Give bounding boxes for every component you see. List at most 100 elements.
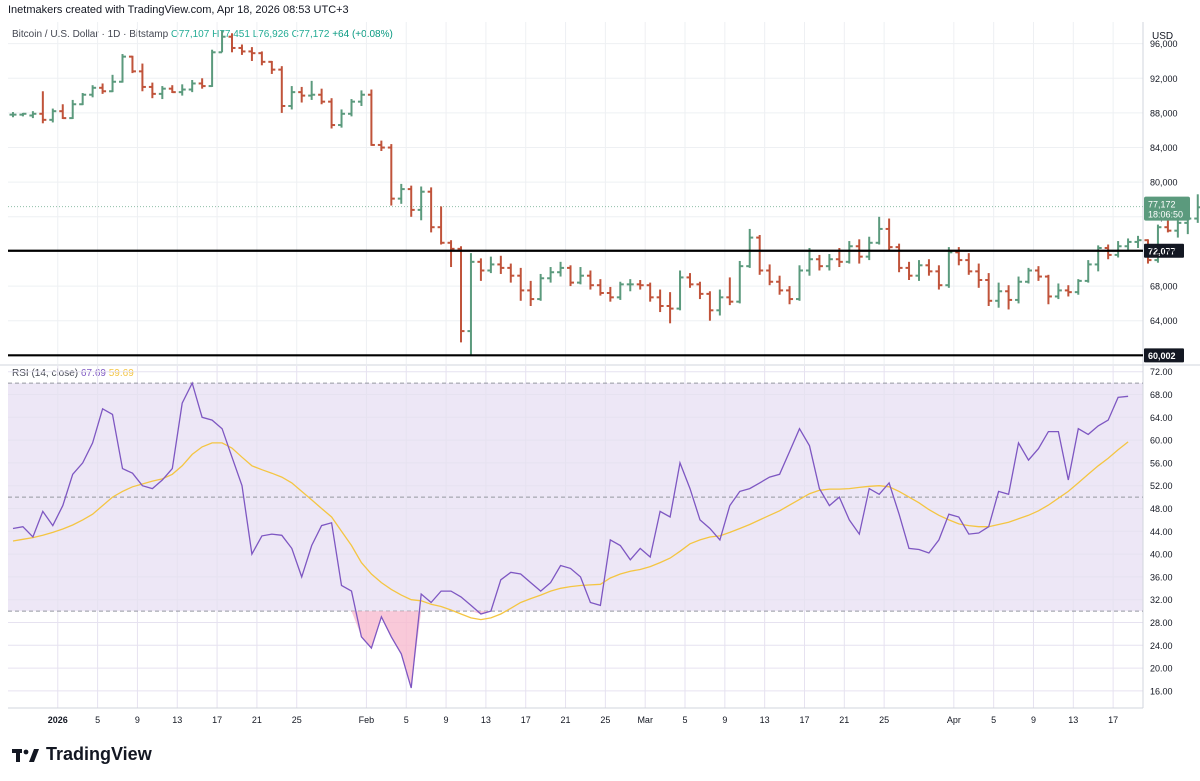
symbol-legend: Bitcoin / U.S. Dollar · 1D · Bitstamp O7…	[12, 29, 393, 40]
ohlc-bar	[736, 260, 744, 304]
ohlc-bar	[547, 267, 555, 283]
rsi-legend: RSI (14, close) 67.69 59.69	[12, 368, 134, 379]
ohlc-bar	[1054, 283, 1062, 300]
time-tick-label: 5	[991, 715, 996, 725]
ohlc-bar	[646, 282, 654, 302]
ohlc-bar	[865, 236, 873, 261]
time-tick-label: 17	[1108, 715, 1118, 725]
time-tick-label: 13	[1068, 715, 1078, 725]
ohlc-bar	[746, 228, 754, 268]
ohlc-bar	[815, 254, 823, 271]
ohlc-bar	[29, 111, 37, 119]
ohlc-bar	[756, 234, 764, 275]
ohlc-bar	[507, 263, 515, 283]
ohlc-bar	[268, 60, 276, 74]
ohlc-bar	[1124, 238, 1132, 250]
ohlc-bars	[9, 30, 1200, 356]
ohlc-bar	[278, 66, 286, 113]
rsi-tick-label: 24.00	[1150, 641, 1173, 651]
ohlc-bar	[925, 259, 933, 276]
ohlc-bar	[1034, 266, 1042, 281]
time-tick-label: 5	[683, 715, 688, 725]
rsi-tick-label: 20.00	[1150, 664, 1173, 674]
ohlc-bar	[288, 86, 296, 110]
ohlc-bar	[99, 83, 107, 94]
ohlc-bar	[158, 86, 166, 100]
ohlc-bar	[49, 108, 57, 123]
price-tick-label: 72,000	[1150, 247, 1178, 257]
time-tick-label: 25	[600, 715, 610, 725]
ohlc-bar	[726, 277, 734, 306]
last-price-tag	[1144, 196, 1190, 221]
ohlc-bar	[387, 144, 395, 206]
ohlc-bar	[397, 183, 405, 204]
price-tick-label: 68,000	[1150, 282, 1178, 292]
legend-high: H77,451	[212, 29, 250, 40]
price-level-label-0: 72,077	[1148, 246, 1176, 256]
ohlc-bar	[258, 51, 266, 66]
ohlc-bar	[586, 270, 594, 290]
ohlc-bar	[467, 253, 475, 356]
ohlc-bar	[1005, 285, 1013, 310]
legend-change: +64 (+0.08%)	[332, 29, 393, 40]
ohlc-bar	[786, 286, 794, 305]
ohlc-bar	[1074, 279, 1082, 295]
ohlc-bar	[1015, 276, 1023, 304]
time-tick-label: 25	[292, 715, 302, 725]
symbol-name: Bitcoin / U.S. Dollar · 1D · Bitstamp	[12, 29, 169, 40]
ohlc-bar	[228, 33, 236, 53]
ohlc-bar	[935, 265, 943, 290]
ohlc-bar	[198, 78, 206, 89]
ohlc-bar	[188, 80, 196, 93]
ohlc-bar	[447, 240, 455, 268]
price-level-tag-0	[1144, 243, 1184, 258]
rsi-tick-label: 68.00	[1150, 390, 1173, 400]
time-tick-label: 13	[481, 715, 491, 725]
time-tick-label: 5	[404, 715, 409, 725]
ohlc-bar	[338, 109, 346, 128]
time-tick-label: 21	[839, 715, 849, 725]
ohlc-bar	[945, 247, 953, 288]
ohlc-bar	[686, 273, 694, 288]
tradingview-logo-text: TradingView	[46, 744, 152, 764]
ohlc-bar	[696, 281, 704, 300]
time-tick-label: 17	[521, 715, 531, 725]
ohlc-bar	[766, 264, 774, 286]
ohlc-bar	[417, 186, 425, 221]
rsi-tick-label: 44.00	[1150, 527, 1173, 537]
ohlc-bar	[676, 270, 684, 311]
time-tick-label: 13	[760, 715, 770, 725]
chart-caption: Inetmakers created with TradingView.com,…	[8, 4, 349, 16]
ohlc-bar	[905, 261, 913, 281]
ohlc-bar	[19, 112, 27, 117]
tradingview-logo[interactable]: TradingView	[12, 744, 152, 765]
ohlc-bar	[965, 253, 973, 275]
time-tick-label: Mar	[637, 715, 653, 725]
ohlc-bar	[308, 80, 316, 100]
rsi-tick-label: 40.00	[1150, 550, 1173, 560]
time-tick-label: 25	[879, 715, 889, 725]
ohlc-bar	[557, 261, 565, 277]
currency-label[interactable]: USD	[1152, 31, 1174, 42]
ohlc-bar	[915, 260, 923, 281]
ohlc-bar	[985, 273, 993, 306]
price-tick-label: 96,000	[1150, 39, 1178, 49]
last-price-label: 77,172	[1148, 200, 1176, 210]
time-tick-label: 9	[444, 715, 449, 725]
time-tick-label: 9	[135, 715, 140, 725]
ohlc-bar	[1134, 235, 1142, 248]
rsi-legend-ma-value: 59.69	[108, 368, 134, 379]
ohlc-bar	[437, 206, 445, 245]
rsi-line	[12, 381, 1129, 689]
rsi-tick-label: 32.00	[1150, 595, 1173, 605]
rsi-tick-label: 48.00	[1150, 504, 1173, 514]
ohlc-bar	[825, 254, 833, 271]
ohlc-bar	[128, 55, 136, 74]
ohlc-bar	[845, 241, 853, 264]
time-tick-label: Apr	[947, 715, 961, 725]
rsi-tick-label: 72.00	[1150, 367, 1173, 377]
ohlc-bar	[1114, 241, 1122, 258]
time-tick-label: 21	[561, 715, 571, 725]
ohlc-bar	[298, 86, 306, 103]
